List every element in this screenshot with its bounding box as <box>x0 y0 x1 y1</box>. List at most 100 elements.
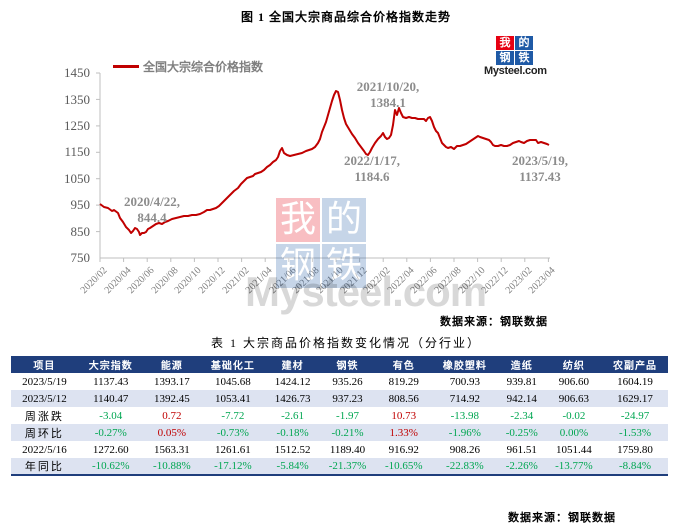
table-row: 2022/5/16 1272.60 1563.31 1261.61 1512.5… <box>11 441 668 458</box>
table-cell: 1045.68 <box>215 375 251 388</box>
y-tick-label: 850 <box>70 224 91 239</box>
annotation-value: 844.4 <box>137 210 167 225</box>
table-cell: -8.84% <box>602 458 668 476</box>
table-row: 周环比 -0.27% 0.05% -0.73% -0.18% -0.21% 1.… <box>11 424 668 441</box>
table-cell: -0.18% <box>265 424 320 441</box>
table-cell: -1.97 <box>336 409 359 422</box>
watermark-cell: 钢 <box>276 244 320 288</box>
table-cell: -10.88% <box>143 458 200 476</box>
row-label: 周环比 <box>11 424 78 441</box>
header-cell: 大宗指数 <box>77 356 144 373</box>
table-cell: 935.26 <box>332 375 363 388</box>
watermark-cell: 铁 <box>322 244 366 288</box>
watermark-cell: 的 <box>322 198 366 242</box>
annotation-date: 2020/4/22, <box>124 194 180 209</box>
annotation-low-2022: 2022/1/17, 1184.6 <box>330 153 414 185</box>
legend-swatch-icon <box>113 64 139 68</box>
table-cell: 1512.52 <box>274 443 311 456</box>
y-tick-label: 1350 <box>64 92 90 107</box>
table-row: 2023/5/19 1137.43 1393.17 1045.68 1424.1… <box>11 373 668 390</box>
table-cell: -13.77% <box>545 458 603 476</box>
header-cell: 基础化工 <box>199 356 266 373</box>
x-axis-ticks <box>99 258 549 262</box>
y-tick-label: 750 <box>70 250 91 265</box>
table-cell: -7.72 <box>221 409 245 422</box>
header-cell: 建材 <box>265 356 320 373</box>
table-cell: -10.62% <box>77 458 144 476</box>
table-cell: 1604.19 <box>617 375 653 388</box>
table-cell: 808.56 <box>375 390 432 407</box>
table-cell: -1.96% <box>431 424 498 441</box>
table-cell: 714.92 <box>431 390 498 407</box>
header-cell: 能源 <box>143 356 200 373</box>
header-cell: 有色 <box>375 356 432 373</box>
table-cell: -10.65% <box>375 458 432 476</box>
table-header-row: 项目 大宗指数 能源 基础化工 建材 钢铁 有色 橡胶塑料 造纸 纺织 农副产品 <box>11 356 668 373</box>
table-cell: 1392.45 <box>143 390 200 407</box>
table-row: 2023/5/12 1140.47 1392.45 1053.41 1426.7… <box>11 390 668 407</box>
table-row: 周涨跌 -3.04 0.72 -7.72 -2.61 -1.97 10.73 -… <box>11 407 668 424</box>
watermark-logo: 我 的 钢 铁 <box>276 198 396 288</box>
table-row: 年同比 -10.62% -10.88% -17.12% -5.84% -21.3… <box>11 458 668 476</box>
table-cell: 1563.31 <box>153 443 190 456</box>
mysteel-logo: 我 的 钢 铁 Mysteel.com <box>484 36 554 80</box>
annotation-value: 1184.6 <box>354 169 390 184</box>
table-cell: 1053.41 <box>199 390 266 407</box>
series-line <box>99 90 550 236</box>
logo-brand-text: Mysteel.com <box>484 65 547 77</box>
annotation-date: 2021/10/20, <box>356 79 420 94</box>
table-cell: 10.73 <box>391 409 417 422</box>
y-tick-label: 1250 <box>64 118 90 133</box>
y-axis-ticks <box>96 72 100 233</box>
table-cell: 1051.44 <box>556 443 592 456</box>
logo-cell: 的 <box>515 36 533 50</box>
table-cell: 1261.61 <box>215 443 251 456</box>
table-cell: -22.83% <box>431 458 498 476</box>
y-tick-label: 1150 <box>64 144 90 159</box>
annotation-value: 1137.43 <box>519 169 561 184</box>
watermark-cell: 我 <box>276 198 320 242</box>
figure-title: 图 1 全国大宗商品综合价格指数走势 <box>240 10 451 24</box>
table-cell: -2.61 <box>281 409 305 422</box>
row-label: 2023/5/12 <box>11 390 78 407</box>
table-cell: -13.98 <box>450 409 480 422</box>
header-cell: 钢铁 <box>319 356 376 373</box>
table-source: 数据来源：钢联数据 <box>508 512 616 524</box>
annotation-value: 1384.1 <box>370 95 406 110</box>
table-cell: -0.25% <box>497 424 546 441</box>
table-cell: -0.27% <box>77 424 144 441</box>
watermark-brand-text: Mysteel.com <box>245 268 487 315</box>
annotation-peak-2021: 2021/10/20, 1384.1 <box>342 79 434 111</box>
table-cell: 1189.40 <box>329 443 366 456</box>
table-cell: -2.34 <box>510 409 534 422</box>
row-label: 2022/5/16 <box>22 443 67 456</box>
table-cell: -21.37% <box>319 458 376 476</box>
table-cell: 1426.73 <box>265 390 320 407</box>
table-cell: -1.53% <box>602 424 668 441</box>
table-cell: 1393.17 <box>153 375 190 388</box>
header-cell: 橡胶塑料 <box>431 356 498 373</box>
table-cell: 961.51 <box>506 443 537 456</box>
table-cell: -0.02 <box>562 409 586 422</box>
logo-cell: 钢 <box>496 51 514 65</box>
legend-label: 全国大宗综合价格指数 <box>143 60 264 74</box>
y-tick-label: 1450 <box>64 65 90 80</box>
table-cell: 1137.43 <box>93 375 129 388</box>
header-cell: 造纸 <box>497 356 546 373</box>
chart-legend: 全国大宗综合价格指数 <box>113 57 273 77</box>
table-cell: 0.00% <box>545 424 603 441</box>
line-chart <box>96 72 550 262</box>
table-cell: 906.60 <box>558 375 590 388</box>
y-tick-label: 950 <box>70 197 91 212</box>
table-cell: 700.93 <box>449 375 480 388</box>
table-cell: 1629.17 <box>602 390 668 407</box>
annotation-date: 2023/5/19, <box>512 153 568 168</box>
table-cell: -3.04 <box>99 409 123 422</box>
table-cell: -2.26% <box>497 458 546 476</box>
table-cell: 1140.47 <box>77 390 144 407</box>
logo-cell: 铁 <box>515 51 533 65</box>
table-cell: 0.72 <box>162 409 182 422</box>
annotation-low-2020: 2020/4/22, 844.4 <box>112 194 192 226</box>
table-cell: 906.63 <box>545 390 603 407</box>
table-cell: 819.29 <box>388 375 419 388</box>
